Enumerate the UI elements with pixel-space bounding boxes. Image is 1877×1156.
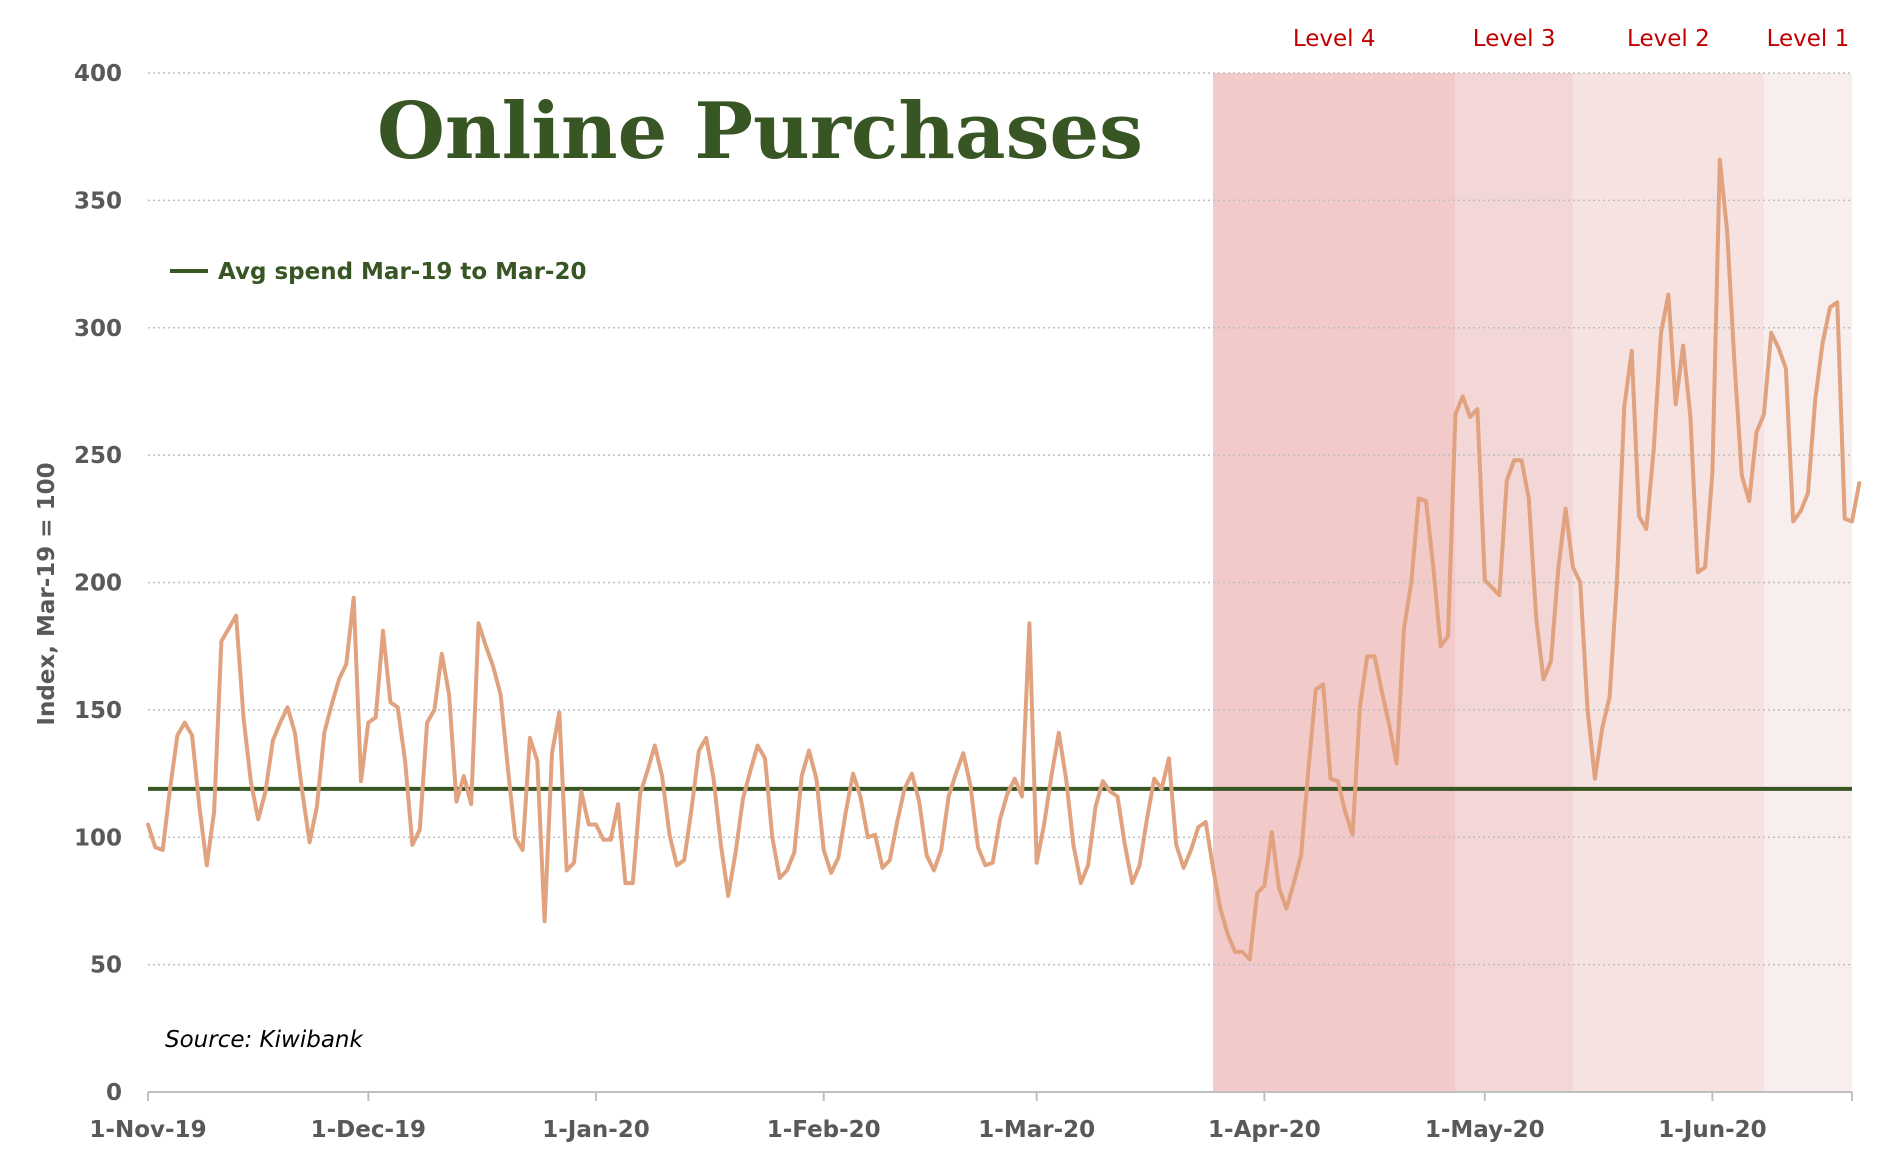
y-tick-label-200: 200 <box>74 571 122 597</box>
source-note: Source: Kiwibank <box>165 1027 365 1053</box>
x-tick-label-1: 1-Nov-19 <box>89 1117 206 1143</box>
legend-label-avg-spend: Avg spend Mar-19 to Mar-20 <box>218 259 586 285</box>
band-label-3: Level 2 <box>1627 26 1710 52</box>
y-tick-label-100: 100 <box>74 825 122 851</box>
x-tick-label-4: 1-Feb-20 <box>767 1117 881 1143</box>
chart-title: Online Purchases <box>377 86 1143 177</box>
y-axis-label: Index, Mar-19 = 100 <box>34 462 60 725</box>
y-tick-label-250: 250 <box>74 443 122 469</box>
y-tick-label-50: 50 <box>90 953 122 979</box>
legend: Avg spend Mar-19 to Mar-20 <box>170 259 586 285</box>
y-tick-label-150: 150 <box>74 698 122 724</box>
x-tick-label-3: 1-Jan-20 <box>542 1117 650 1143</box>
band-label-2: Level 3 <box>1473 26 1556 52</box>
x-tick-label-8: 1-Jun-20 <box>1658 1117 1766 1143</box>
x-tick-label-2: 1-Dec-19 <box>311 1117 426 1143</box>
series-line-online-purchases <box>146 157 1862 962</box>
x-tick-label-5: 1-Mar-20 <box>978 1117 1095 1143</box>
x-tick-label-6: 1-Apr-20 <box>1208 1117 1321 1143</box>
y-tick-label-400: 400 <box>74 61 122 87</box>
band-label-1: Level 4 <box>1293 26 1376 52</box>
band-label-4: Level 1 <box>1767 26 1850 52</box>
y-tick-label-350: 350 <box>74 188 122 214</box>
y-tick-label-300: 300 <box>74 316 122 342</box>
y-tick-label-0: 0 <box>106 1080 122 1106</box>
x-tick-label-7: 1-May-20 <box>1425 1117 1545 1143</box>
